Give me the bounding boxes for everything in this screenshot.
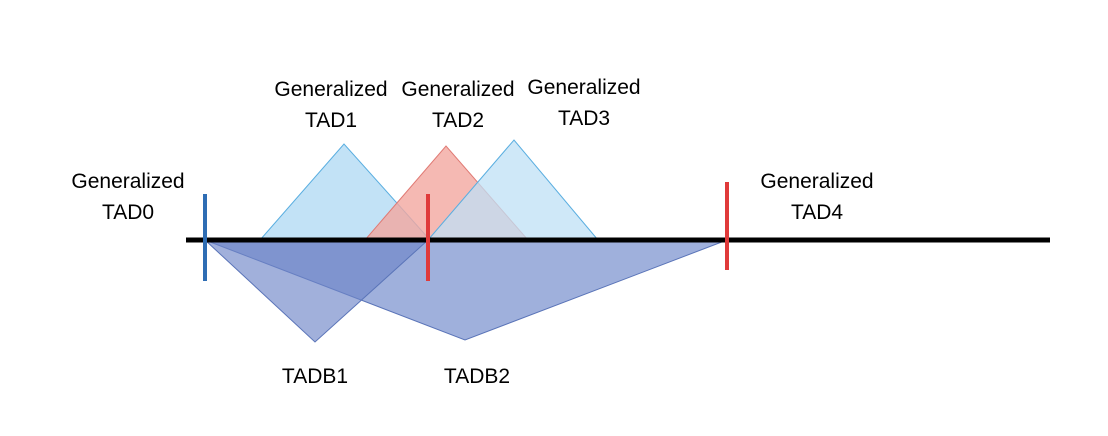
tad2-label-line1: Generalized <box>401 78 514 101</box>
tad3-label-line2: TAD3 <box>558 107 610 130</box>
tadb1-label: TADB1 <box>282 365 348 388</box>
tad2-label-line2: TAD2 <box>432 109 484 132</box>
tad4-label-line1: Generalized <box>760 170 873 193</box>
tad3-label-line1: Generalized <box>527 76 640 99</box>
tadb2-label: TADB2 <box>444 365 510 388</box>
tad0-label-line2: TAD0 <box>102 201 154 224</box>
tad1-label-line1: Generalized <box>274 78 387 101</box>
tad4-label-line2: TAD4 <box>791 201 843 224</box>
tad1-label-line2: TAD1 <box>305 109 357 132</box>
tad0-label-line1: Generalized <box>71 170 184 193</box>
